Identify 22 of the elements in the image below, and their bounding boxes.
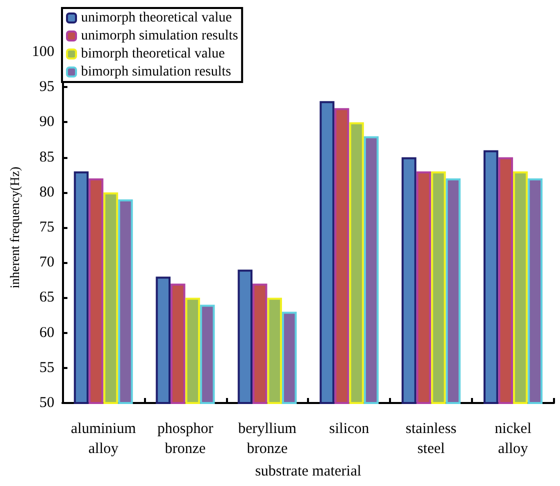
- legend-label: bimorph simulation results: [81, 64, 232, 80]
- x-tick-label: aluminium alloy: [70, 421, 136, 457]
- y-tick-label: 55: [39, 360, 54, 376]
- legend-label: bimorph theoretical value: [81, 46, 225, 62]
- legend-label: unimorph simulation results: [81, 28, 238, 44]
- x-tick-label: phosphor bronze: [157, 421, 214, 457]
- x-axis-title: substrate material: [255, 463, 362, 480]
- x-tick-label: stainless steel: [406, 421, 457, 457]
- y-tick-label: 75: [39, 220, 54, 236]
- y-tick-label: 80: [39, 184, 54, 200]
- y-tick-label: 90: [39, 114, 54, 130]
- y-tick-label: 95: [39, 79, 54, 96]
- y-tick-label: 65: [39, 290, 54, 306]
- legend-label: unimorph theoretical value: [81, 10, 232, 26]
- y-tick-label: 85: [39, 149, 54, 166]
- y-tick-label: 100: [32, 44, 54, 60]
- y-tick-label: 50: [39, 395, 54, 411]
- y-axis-title: inherent frequency(Hz): [7, 166, 22, 288]
- x-tick-label: nickel alloy: [494, 421, 532, 457]
- y-tick-label: 70: [39, 254, 54, 271]
- y-tick-label: 60: [39, 324, 54, 341]
- x-tick-label: silicon: [329, 421, 370, 437]
